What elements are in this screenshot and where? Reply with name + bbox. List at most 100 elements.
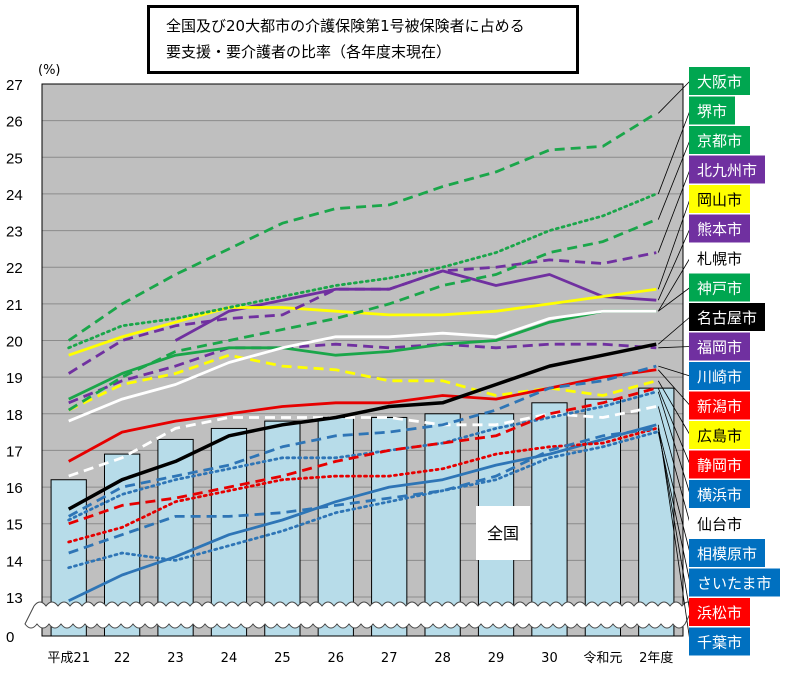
legend-label: 神戸市	[697, 280, 742, 298]
leader-line	[658, 287, 691, 312]
x-tick-label: 30	[541, 651, 558, 666]
legend-label: 熊本市	[697, 221, 742, 239]
x-tick-label: 2年度	[639, 650, 673, 666]
leader-line	[658, 316, 691, 345]
legend-label-bg	[689, 539, 765, 567]
leader-line	[658, 365, 691, 377]
leader-line	[657, 406, 691, 524]
leader-line	[658, 80, 691, 114]
legend-label-bg	[689, 568, 780, 597]
y-tick-label: 14	[6, 553, 23, 570]
x-tick-label: 25	[274, 651, 291, 666]
legend-label-bg	[689, 627, 750, 656]
series-line	[174, 269, 657, 342]
series-line	[68, 364, 657, 518]
chart-title-line-1: 全国及び20大都市の介護保険第1号被保険者に占める	[166, 17, 525, 35]
series-line	[68, 353, 657, 412]
series-line	[68, 309, 657, 401]
leader-line	[657, 391, 691, 495]
legend-label: 浜松市	[697, 604, 742, 622]
bar-national	[317, 416, 354, 637]
x-tick-label: 23	[167, 651, 184, 666]
legend-label-bg	[689, 332, 750, 361]
legend-label-bg	[689, 362, 750, 390]
leader-line	[657, 139, 691, 220]
national-label-bg	[476, 506, 530, 560]
leader-line	[657, 169, 691, 253]
x-tick-label: 29	[488, 651, 505, 666]
legend-label: 堺市	[697, 103, 727, 121]
legend-label: 札幌市	[697, 250, 742, 268]
legend-label: 相模原市	[697, 545, 757, 563]
x-tick-label: 28	[434, 651, 451, 666]
legend-label-bg	[689, 421, 750, 449]
legend-label: さいたま市	[697, 575, 772, 593]
series-line	[67, 192, 658, 350]
series-line	[67, 342, 657, 511]
series-line	[68, 386, 657, 526]
leader-line	[657, 387, 691, 465]
legend-label: 福岡市	[697, 339, 742, 357]
legend-label: 北九州市	[697, 162, 757, 180]
legend-label: 静岡市	[697, 457, 742, 475]
y-tick-label: 21	[6, 297, 23, 314]
leader-line	[657, 424, 691, 642]
legend-label-bg	[689, 598, 750, 626]
legend-label: 川崎市	[697, 368, 742, 386]
leader-line	[657, 228, 691, 301]
y-tick-label: 20	[6, 334, 23, 351]
y-tick-label: 24	[6, 187, 23, 204]
x-tick-label: 令和元	[583, 651, 622, 666]
x-tick-label: 26	[328, 651, 345, 666]
legend-label: 千葉市	[697, 634, 742, 652]
series-line	[68, 342, 657, 405]
y-tick-label: 18	[6, 407, 23, 424]
chart-title-box: 全国及び20大都市の介護保険第1号被保険者に占める 要支援・要介護者の比率（各年…	[147, 5, 579, 74]
legend-label-bg	[689, 509, 750, 538]
leader-line	[657, 369, 691, 406]
series-line	[68, 368, 657, 463]
legend-label: 大阪市	[697, 73, 742, 91]
legend-label: 横浜市	[697, 486, 742, 504]
y-tick-label: 23	[6, 224, 23, 241]
legend-label-bg	[689, 155, 765, 184]
x-tick-label: 24	[221, 651, 238, 666]
bar-national	[424, 413, 461, 637]
y-tick-label: 22	[6, 260, 23, 277]
plot-border	[41, 83, 684, 637]
series-line	[68, 423, 657, 602]
legend-label: 岡山市	[697, 191, 742, 209]
leader-line	[657, 428, 691, 554]
legend-label: 広島市	[697, 427, 742, 445]
leader-line	[657, 380, 691, 436]
series-line	[67, 251, 657, 375]
leader-line	[657, 198, 691, 290]
y-tick-label: 0	[6, 629, 14, 646]
legend-label: 仙台市	[697, 516, 742, 534]
bar-national	[371, 416, 408, 637]
leader-line	[658, 346, 691, 349]
series-line	[68, 287, 657, 357]
series-line	[67, 430, 658, 570]
x-tick-label: 27	[381, 651, 398, 666]
series-line	[67, 426, 658, 544]
bar-national	[531, 402, 568, 637]
legend-label-bg	[689, 303, 765, 331]
leader-line	[657, 257, 691, 312]
legend-label-bg	[689, 126, 750, 154]
axis-break-band	[24, 601, 695, 629]
series-line	[67, 218, 657, 412]
y-tick-label: 27	[6, 77, 23, 94]
legend-label-bg	[689, 450, 750, 479]
y-tick-label: 16	[6, 480, 23, 497]
legend-label: 京都市	[697, 132, 742, 150]
legend-label-bg	[689, 244, 750, 272]
series-line	[68, 427, 657, 555]
x-tick-label: 22	[114, 651, 131, 666]
legend-label-bg	[689, 480, 750, 508]
series-line	[67, 390, 658, 522]
y-axis-unit: (%)	[38, 63, 61, 78]
y-tick-label: 26	[6, 114, 23, 131]
chart-title-line-2: 要支援・要介護者の比率（各年度末現在）	[166, 43, 452, 61]
